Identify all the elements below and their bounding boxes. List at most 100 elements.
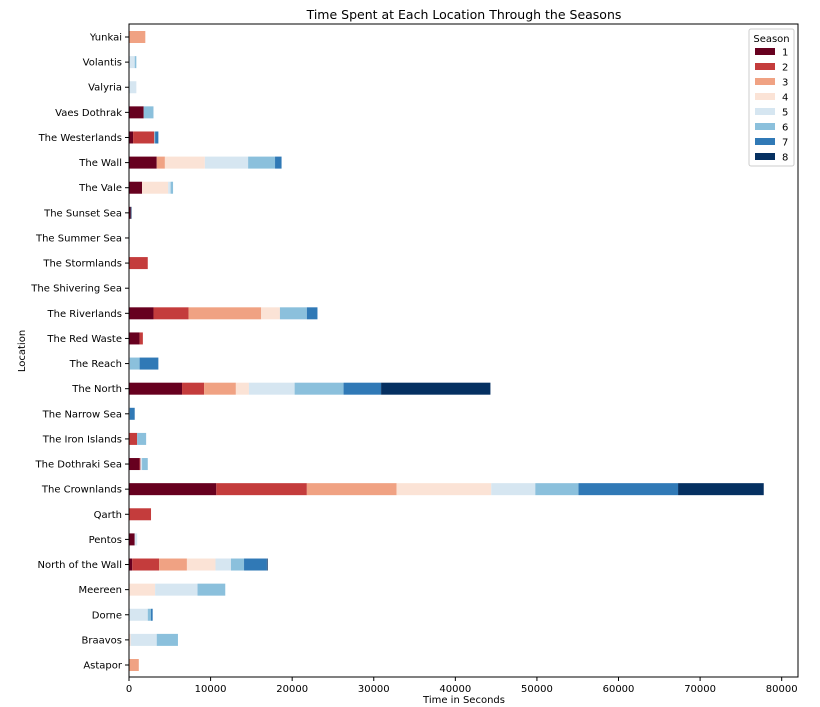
- bar-segment-season-2: [139, 332, 143, 345]
- bar-segment-season-5: [248, 382, 295, 395]
- y-tick-label: Astapor: [83, 661, 123, 672]
- y-tick-label: The Reach: [69, 359, 122, 370]
- x-tick-labels: 0 10000 20000 30000 40000 50000 60000 70000 8000…: [126, 677, 798, 695]
- bar-segment-season-3: [159, 558, 187, 571]
- bar-segment-season-6: [142, 458, 148, 471]
- y-tick-label: Pentos: [89, 535, 122, 546]
- bar-segment-season-7: [139, 357, 159, 370]
- x-tick-label: 50000: [521, 684, 553, 695]
- bar-segment-season-6: [535, 483, 579, 496]
- legend-label: 7: [782, 138, 788, 149]
- bar-segment-season-5: [168, 181, 171, 194]
- legend-swatch-season-8: [755, 153, 775, 160]
- legend-swatch-season-7: [755, 138, 775, 145]
- bar-segment-season-6: [170, 181, 174, 194]
- y-tick-label: Valyria: [88, 83, 122, 94]
- bar-segment-season-7: [275, 156, 282, 169]
- bar-segment-season-3: [129, 31, 146, 43]
- bar-segment-season-2: [133, 131, 155, 144]
- bar-segment-season-7: [578, 483, 679, 496]
- bar-segment-season-3: [129, 659, 139, 671]
- bar-segment-season-6: [143, 106, 154, 119]
- legend-swatch-season-5: [755, 108, 775, 115]
- bar-segment-season-3: [156, 156, 165, 169]
- bar-segment-season-6: [279, 307, 307, 320]
- bar-segment-season-2: [129, 508, 152, 521]
- legend-swatch-season-1: [755, 48, 775, 55]
- bar-segment-season-2: [139, 458, 141, 471]
- bar-segment-season-6: [137, 432, 147, 445]
- y-tick-label: The Crownlands: [41, 485, 122, 496]
- bar-segment-season-4: [235, 382, 249, 395]
- bar-segment-season-4: [129, 583, 156, 596]
- bar-segment-season-5: [140, 458, 143, 471]
- bar-segment-season-4: [186, 558, 216, 571]
- bar-segment-season-6: [154, 131, 156, 144]
- y-tick-label: Meereen: [79, 585, 122, 596]
- y-tick-label: Braavos: [82, 635, 122, 646]
- bar-segment-season-3: [306, 483, 397, 496]
- x-tick-label: 0: [126, 684, 132, 695]
- y-tick-label: The Dothraki Sea: [35, 460, 122, 471]
- x-tick-label: 70000: [684, 684, 716, 695]
- y-tick-label: The North: [71, 384, 122, 395]
- x-tick-label: 80000: [766, 684, 798, 695]
- y-tick-label: The Summer Sea: [35, 233, 122, 244]
- legend-label: 4: [782, 93, 788, 104]
- x-tick-label: 20000: [276, 684, 308, 695]
- bar-segment-season-1: [129, 206, 131, 219]
- bar-segment-season-1: [129, 458, 140, 471]
- bar-segment-season-4: [164, 156, 205, 169]
- y-tick-labels: Yunkai Volantis Valyria Vaes Dothrak The Wes…: [30, 33, 129, 672]
- legend-label: 6: [782, 123, 788, 134]
- bar-segment-season-2: [132, 558, 160, 571]
- bar-segment-season-1: [129, 106, 144, 119]
- bar-segment-season-5: [129, 56, 135, 69]
- y-tick-label: The Red Waste: [46, 334, 122, 345]
- bar-segment-season-8: [130, 206, 132, 219]
- bar-segment-season-1: [129, 483, 217, 496]
- bar-segment-season-3: [188, 307, 262, 320]
- bar-segment-season-1: [129, 156, 157, 169]
- bar-segment-season-5: [130, 633, 157, 646]
- y-tick-label: The Westerlands: [38, 133, 122, 144]
- bar-segment-season-2: [129, 432, 138, 445]
- chart-title: Time Spent at Each Location Through the …: [306, 7, 622, 22]
- x-axis-label: Time in Seconds: [422, 695, 505, 706]
- bar-segment-season-1: [129, 131, 134, 144]
- bar-segment-season-7: [343, 382, 382, 395]
- bar-segment-season-5: [155, 583, 198, 596]
- y-tick-label: Vaes Dothrak: [55, 108, 122, 119]
- bar-segment-season-1: [129, 533, 135, 546]
- bar-segment-season-8: [381, 382, 491, 395]
- legend-swatch-season-6: [755, 123, 775, 130]
- legend: Season 1 2 3 4 5 6 7 8: [748, 28, 795, 167]
- bar-segment-season-4: [142, 181, 169, 194]
- plot-frame: [128, 23, 799, 678]
- legend-title: Season: [753, 34, 789, 45]
- legend-label: 2: [782, 63, 788, 74]
- y-tick-label: The Sunset Sea: [43, 208, 122, 219]
- y-tick-label: The Iron Islands: [42, 434, 122, 445]
- bar-segment-season-2: [182, 382, 205, 395]
- bar-segment-season-7: [244, 558, 267, 571]
- bar-segment-season-4: [261, 307, 280, 320]
- y-tick-label: The Vale: [78, 183, 122, 194]
- bar-segment-season-4: [396, 483, 492, 496]
- bar-segment-season-5: [129, 81, 137, 94]
- bars: [129, 31, 764, 671]
- bar-segment-season-2: [129, 257, 148, 270]
- x-tick-label: 40000: [439, 684, 471, 695]
- y-tick-label: The Riverlands: [47, 309, 123, 320]
- bar-segment-season-5: [215, 558, 231, 571]
- y-tick-label: The Stormlands: [42, 259, 122, 270]
- bar-segment-season-1: [129, 181, 143, 194]
- y-tick-label: The Wall: [78, 158, 122, 169]
- x-tick-label: 10000: [195, 684, 227, 695]
- y-tick-label: Qarth: [94, 510, 122, 521]
- bar-segment-season-6: [230, 558, 245, 571]
- bar-segment-season-8: [678, 483, 764, 496]
- bar-segment-season-1: [129, 307, 154, 320]
- bar-segment-season-5: [491, 483, 536, 496]
